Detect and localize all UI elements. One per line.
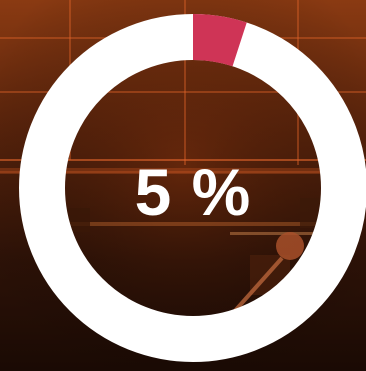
progress-percent-label: 5 % xyxy=(134,155,252,229)
progress-ring-fill xyxy=(19,14,366,362)
